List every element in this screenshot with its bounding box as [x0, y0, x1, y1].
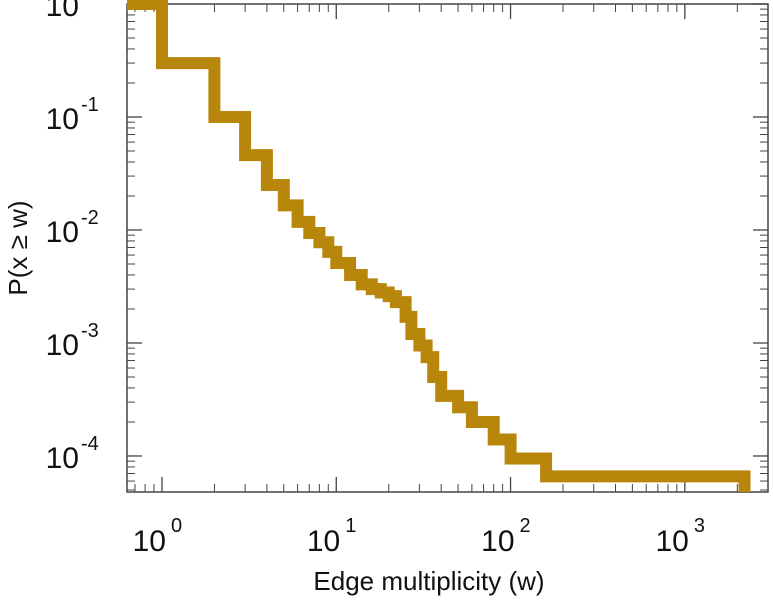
- ccdf-series-line: [127, 0, 751, 492]
- x-tick-labels: 10 0 10 1 10 2 10 3: [133, 515, 705, 558]
- x-tick-exponent: 3: [694, 515, 705, 537]
- y-tick-label: 10 -1: [46, 94, 99, 136]
- plot-frame: [126, 3, 769, 493]
- y-tick-base: 10: [46, 216, 79, 249]
- y-tick-base: 10: [46, 442, 79, 475]
- y-tick-base: 10: [46, 103, 79, 136]
- y-tick-base: 10: [46, 329, 79, 362]
- y-tick-label: 10 -3: [46, 320, 99, 362]
- y-tick-exponent: 0: [81, 0, 92, 3]
- y-tick-exponent: -4: [81, 433, 99, 455]
- x-tick-label: 10 1: [307, 515, 357, 558]
- x-tick-exponent: 0: [171, 515, 182, 537]
- y-tick-exponent: -3: [81, 320, 99, 342]
- y-tick-label: 100: [46, 0, 93, 23]
- y-tick-label: 10 -2: [46, 207, 99, 249]
- y-tick-label: 10 -4: [46, 433, 99, 475]
- major-ticks: [127, 3, 768, 492]
- minor-ticks: [127, 4, 769, 492]
- x-tick-label: 10 0: [133, 515, 183, 558]
- series-layer: [127, 0, 751, 492]
- y-tick-base: 10: [46, 0, 79, 23]
- x-axis-label: Edge multiplicity (w): [313, 566, 544, 596]
- x-tick-base: 10: [655, 525, 688, 558]
- x-tick-base: 10: [133, 525, 166, 558]
- x-tick-exponent: 1: [345, 515, 356, 537]
- y-tick-exponent: -2: [81, 207, 99, 229]
- y-tick-exponent: -1: [81, 94, 99, 116]
- x-tick-label: 10 2: [481, 515, 531, 558]
- x-tick-base: 10: [481, 525, 514, 558]
- x-tick-exponent: 2: [520, 515, 531, 537]
- y-axis-label: P(x ≥ w): [3, 200, 33, 295]
- x-tick-label: 10 3: [655, 515, 705, 558]
- x-tick-base: 10: [307, 525, 340, 558]
